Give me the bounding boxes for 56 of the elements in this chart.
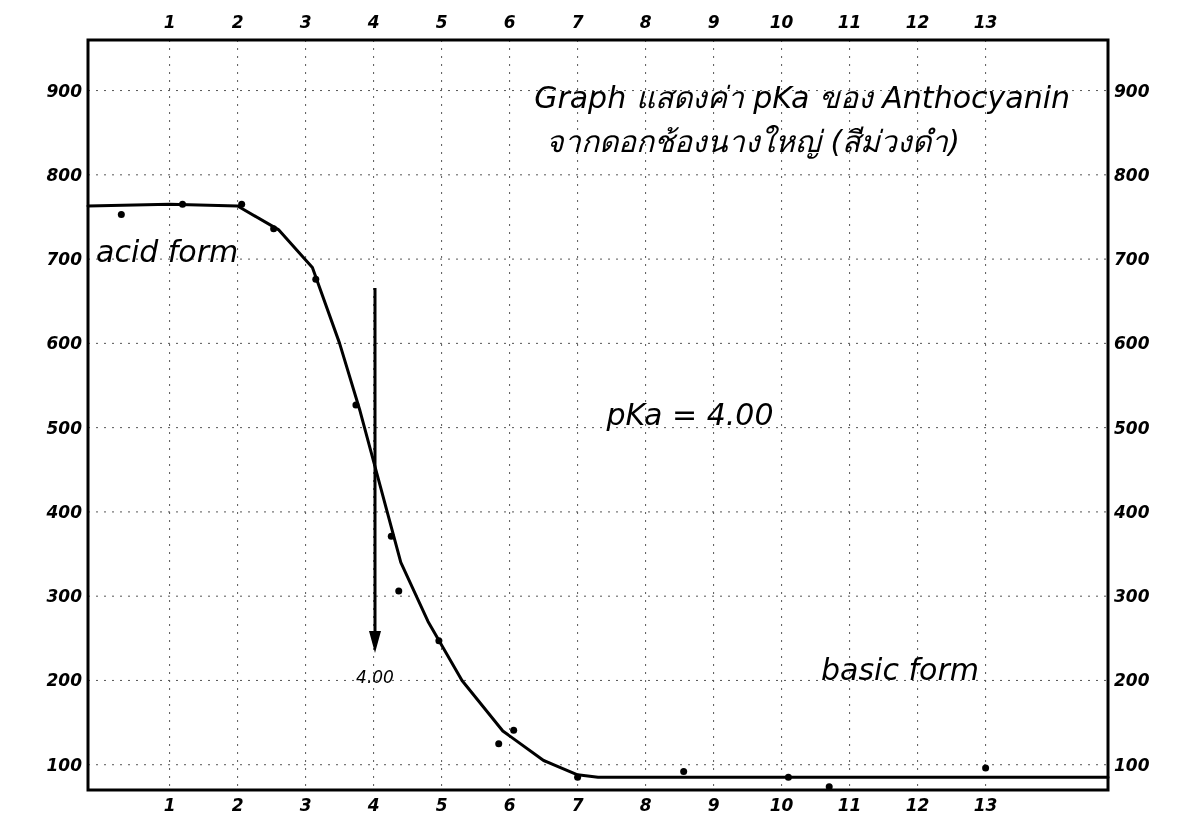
y2-tick-label: 800 [1114,164,1150,185]
x2-tick-label: 8 [639,12,652,32]
y-tick-label: 200 [46,670,83,691]
y-tick-label: 700 [46,249,83,270]
x-tick-label: 9 [707,795,720,815]
x-tick-label: 7 [571,795,584,815]
y2-tick-label: 900 [1114,80,1150,101]
x-tick-label: 11 [837,795,862,815]
text: Graph แสดงค่า pKa ของ Anthocyanin [534,80,1070,115]
y-tick-label: 800 [46,164,83,185]
y-tick-label: 400 [45,501,83,522]
point [510,726,518,734]
x-tick-label: 1 [163,795,176,815]
x2-tick-label: 12 [905,12,930,32]
annotation: 4.00 [356,667,394,687]
x-tick-label: 13 [973,795,998,815]
y2-tick-label: 600 [1114,333,1150,354]
point [395,587,403,595]
x-tick-label: 2 [231,795,244,815]
y-tick-label: 100 [46,754,83,775]
y-tick-label: 900 [46,80,83,101]
y2-tick-label: 200 [1114,670,1150,691]
x2-tick-label: 13 [973,12,998,32]
y2-tick-label: 300 [1114,586,1150,607]
x-tick-label: 5 [435,795,448,815]
point [680,767,688,775]
x-tick-label: 8 [639,795,652,815]
annotation: acid form [96,234,239,269]
x2-tick-label: 4 [366,12,380,32]
x-tick-label: 4 [366,795,380,815]
x-tick-label: 12 [905,795,930,815]
point [982,764,990,772]
text: จากดอกช้องนางใหญ่ (สีม่วงดำ) [546,124,960,159]
point [117,210,125,218]
x2-tick-label: 3 [299,12,312,32]
x2-tick-label: 5 [435,12,448,32]
y2-tick-label: 500 [1114,417,1150,438]
y2-tick-label: 700 [1114,249,1150,270]
x2-tick-label: 9 [707,12,720,32]
x-tick-label: 3 [299,795,312,815]
x2-tick-label: 11 [837,12,862,32]
x2-tick-label: 7 [571,12,584,32]
annotation: basic form [821,652,979,687]
point [495,740,503,748]
x-tick-label: 6 [503,795,516,815]
y2-tick-label: 100 [1114,754,1150,775]
x2-tick-label: 2 [231,12,244,32]
y-tick-label: 300 [46,586,83,607]
annotation: pKa = 4.00 [605,397,774,432]
x2-tick-label: 10 [769,12,794,32]
y-tick-label: 600 [46,333,83,354]
x2-tick-label: 6 [503,12,516,32]
y2-tick-label: 400 [1113,501,1150,522]
y-tick-label: 500 [46,417,83,438]
x2-tick-label: 1 [163,12,176,32]
x-tick-label: 10 [769,795,794,815]
